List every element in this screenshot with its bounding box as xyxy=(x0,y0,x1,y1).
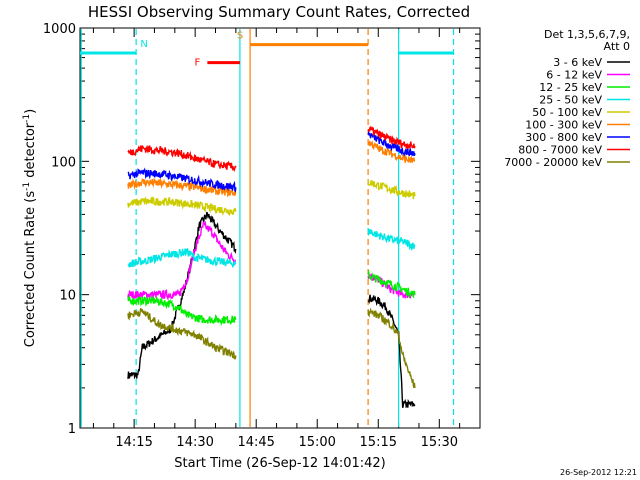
mode-flags: N S F xyxy=(80,31,454,69)
series-3-6-kev-segment-2 xyxy=(367,294,416,409)
generated-timestamp: 26-Sep-2012 12:21 xyxy=(560,468,637,477)
series-300-800-kev-segment-1 xyxy=(127,167,237,193)
series-50-100-kev-segment-1 xyxy=(127,196,237,217)
x-tick-label: 15:30 xyxy=(421,435,458,450)
x-tick-label: 14:15 xyxy=(115,435,152,450)
data-series xyxy=(127,125,416,409)
legend-item-label: 800 - 7000 keV xyxy=(518,144,602,157)
x-axis-label: Start Time (26-Sep-12 14:01:42) xyxy=(174,456,385,471)
series-25-50-kev-segment-1 xyxy=(127,248,237,269)
y-axis-label-main: Corrected Count Rate (s xyxy=(23,191,38,348)
series-7000-20000-kev-segment-2 xyxy=(367,307,416,389)
x-tick-label: 15:15 xyxy=(360,435,397,450)
mode-boundaries xyxy=(80,29,455,427)
series-100-300-kev-segment-1 xyxy=(127,177,237,198)
series-3-6-kev-segment-1 xyxy=(127,211,237,380)
series-25-50-kev-segment-2 xyxy=(367,227,416,252)
legend-item-label: 6 - 12 keV xyxy=(546,69,602,82)
y-tick-label: 1 xyxy=(68,422,76,437)
legend-item-label: 25 - 50 keV xyxy=(539,94,602,107)
series-800-7000-kev-segment-2 xyxy=(367,125,416,150)
flag-N-label: N xyxy=(140,39,147,50)
series-12-25-kev-segment-1 xyxy=(127,294,237,327)
y-tick-label: 10 xyxy=(59,289,76,304)
series-50-100-kev-segment-2 xyxy=(367,179,416,200)
plot-frame xyxy=(79,27,481,429)
series-6-12-kev-segment-1 xyxy=(127,220,237,302)
legend-item-label: 12 - 25 keV xyxy=(539,81,602,94)
x-tick-label: 14:30 xyxy=(176,435,213,450)
y-axis-label-end: ) xyxy=(23,109,38,114)
y-tick-label: 1000 xyxy=(43,22,76,37)
legend-item-label: 100 - 300 keV xyxy=(525,119,602,132)
y-axis-label: Corrected Count Rate (s-1 detector-1) xyxy=(22,109,38,347)
x-axis: 14:15 14:30 14:45 15:00 15:15 15:30 xyxy=(92,28,461,450)
series-800-7000-kev-segment-1 xyxy=(127,144,237,173)
x-tick-label: 14:45 xyxy=(237,435,274,450)
legend-item-label: 7000 - 20000 keV xyxy=(504,156,602,169)
y-axis: 1 10 100 1000 xyxy=(43,22,480,437)
y-tick-label: 100 xyxy=(51,155,76,170)
series-300-800-kev-segment-2 xyxy=(367,130,416,157)
chart-title: HESSI Observing Summary Count Rates, Cor… xyxy=(88,3,470,21)
series-12-25-kev-segment-2 xyxy=(367,269,416,299)
flag-F-label: F xyxy=(194,58,200,69)
legend-header-attenuator: Att 0 xyxy=(604,40,630,53)
legend-header-detectors: Det 1,3,5,6,7,9, xyxy=(544,28,630,41)
series-100-300-kev-segment-2 xyxy=(367,140,416,163)
series-7000-20000-kev-segment-1 xyxy=(127,307,237,360)
y-axis-label-mid: detector xyxy=(23,122,38,182)
flag-S-label: S xyxy=(237,31,243,42)
legend-item-label: 50 - 100 keV xyxy=(532,106,602,119)
legend-item-label: 3 - 6 keV xyxy=(553,56,602,69)
y-axis-label-sup1: -1 xyxy=(22,182,32,191)
x-tick-label: 15:00 xyxy=(298,435,335,450)
y-axis-label-sup2: -1 xyxy=(22,114,32,123)
legend-item-label: 300 - 800 keV xyxy=(525,131,602,144)
